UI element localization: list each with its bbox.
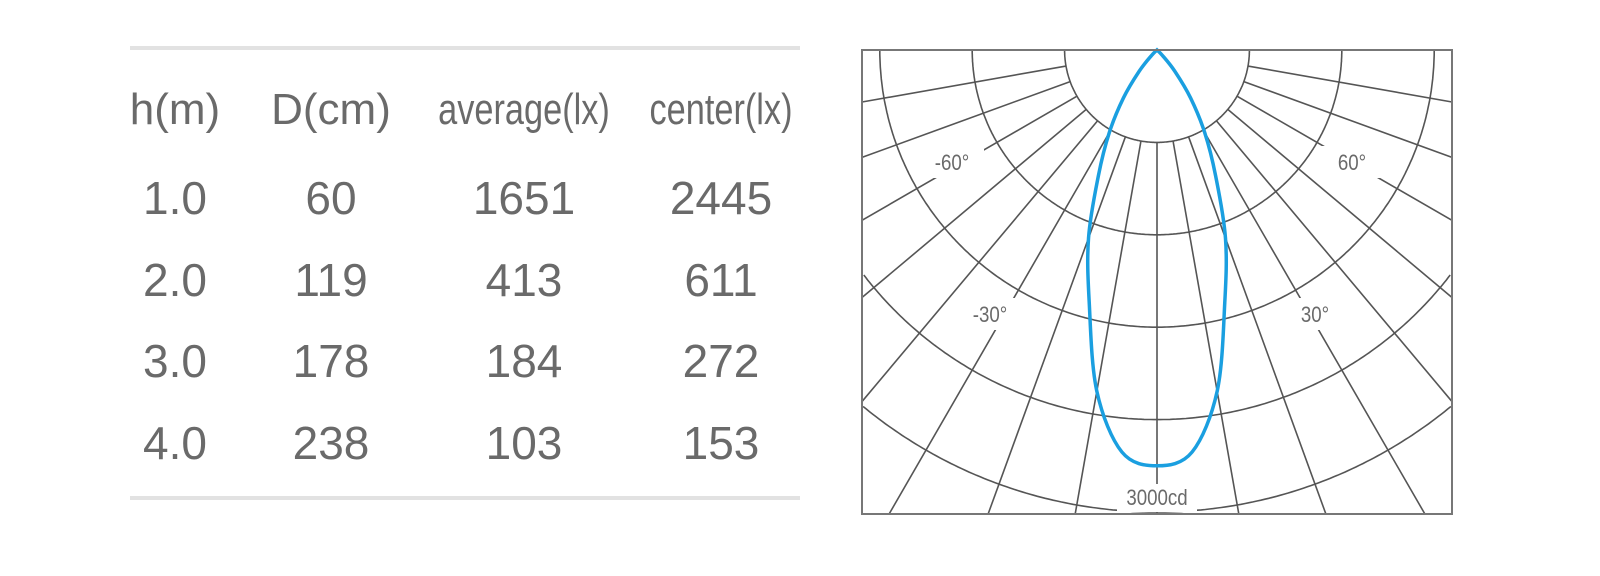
angle-label: -60° [935,152,969,176]
table-cell: 60 [305,172,357,224]
ring-gridline [863,274,1451,421]
table-cell: 3.0 [143,335,207,387]
table-cell: 103 [485,417,563,469]
angle-label: 60° [1338,152,1366,176]
radial-gridline [1172,140,1240,515]
table-cell: 119 [294,254,368,306]
radial-gridline [1187,136,1327,515]
table-cell: 1651 [472,172,576,224]
intensity-curve [1085,47,1229,468]
inner-disc [1065,50,1249,142]
table-bottom-rule [130,496,800,500]
radial-gridline [1074,140,1142,515]
table-cell: 4.0 [143,417,207,469]
radial-gridline [1247,65,1453,103]
header-center: center(lx) [649,85,793,134]
table-top-rule [130,46,800,50]
table-cell: 238 [292,417,370,469]
table-cell: 153 [682,417,760,469]
radial-gridline [987,136,1127,515]
table-cell: 184 [485,335,563,387]
table-cell: 2.0 [143,254,207,306]
angle-label: -30° [973,304,1007,328]
table-cell: 1.0 [143,172,207,224]
radial-gridline [1227,108,1453,299]
table-cell: 611 [684,254,758,306]
ring-gridline [971,50,1343,236]
table-cell: 178 [292,335,370,387]
table-cell: 413 [485,254,563,306]
angle-label: 30° [1301,304,1329,328]
table-cell: 272 [682,335,760,387]
ring-gridline [1063,50,1251,144]
radial-gridline [861,65,1067,103]
radial-gridline [861,108,1087,299]
radial-gridline [861,120,1099,403]
radial-gridline [1215,120,1453,403]
table-cell: 2445 [669,172,773,224]
radial-max-label: 3000cd [1126,487,1187,511]
header-h: h(m) [129,85,221,134]
ring-gridline [879,50,1435,328]
header-average: average(lx) [438,85,610,134]
diagram-frame [861,49,1453,515]
header-d: D(cm) [271,85,391,134]
